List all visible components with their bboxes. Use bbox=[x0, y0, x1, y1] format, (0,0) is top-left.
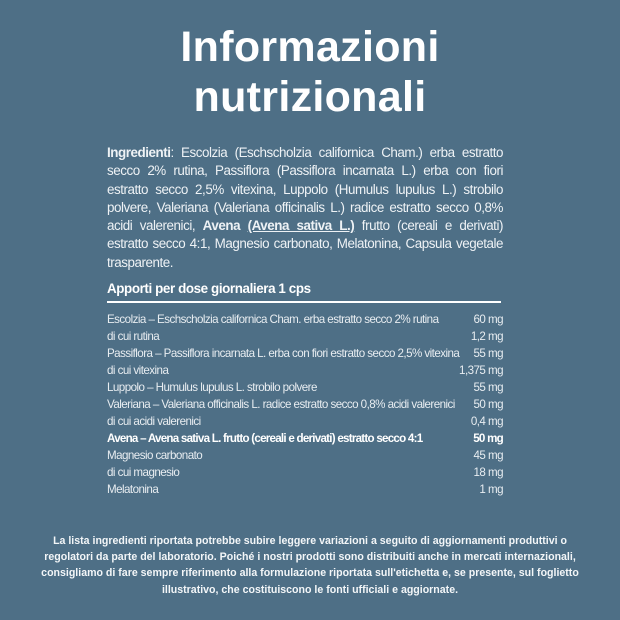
ingredients-avena-latin: (Avena sativa L.) bbox=[247, 218, 355, 234]
table-row: Avena – Avena sativa L. frutto (cereali … bbox=[107, 430, 504, 447]
row-ingredient: Passiflora – Passiflora incarnata L. erb… bbox=[107, 347, 460, 361]
apporti-heading: Apporti per dose giornaliera 1 cps bbox=[107, 281, 311, 297]
table-row: Valeriana – Valeriana officinalis L. rad… bbox=[107, 396, 504, 413]
row-amount: 55 mg bbox=[473, 381, 504, 395]
table-row: di cui vitexina 1,375 mg bbox=[107, 362, 504, 379]
ingredients-avena: Avena bbox=[202, 218, 241, 234]
nutrition-table: Escolzia – Eschscholzia californica Cham… bbox=[107, 311, 504, 498]
table-divider bbox=[107, 301, 501, 304]
page-title: Informazioni nutrizionali bbox=[0, 22, 620, 122]
title-line-1: Informazioni bbox=[180, 23, 440, 71]
table-row: Magnesio carbonato 45 mg bbox=[107, 447, 504, 464]
row-ingredient: Luppolo – Humulus lupulus L. strobilo po… bbox=[107, 381, 317, 395]
row-amount: 60 mg bbox=[473, 313, 504, 327]
table-row: di cui acidi valerenici 0,4 mg bbox=[107, 413, 504, 430]
content-section: Ingredienti: Escolzia (Eschscholzia cali… bbox=[107, 144, 504, 498]
row-ingredient: Magnesio carbonato bbox=[107, 449, 203, 463]
row-amount: 50 mg bbox=[473, 432, 504, 446]
row-ingredient: Valeriana – Valeriana officinalis L. rad… bbox=[107, 398, 455, 412]
row-amount: 0,4 mg bbox=[470, 415, 504, 429]
row-ingredient: Escolzia – Eschscholzia californica Cham… bbox=[107, 313, 439, 327]
table-row: di cui magnesio 18 mg bbox=[107, 464, 504, 481]
ingredients-paragraph: Ingredienti: Escolzia (Eschscholzia cali… bbox=[107, 144, 503, 272]
row-amount: 45 mg bbox=[473, 449, 504, 463]
row-ingredient: Avena – Avena sativa L. frutto (cereali … bbox=[107, 432, 423, 446]
row-amount: 1,2 mg bbox=[470, 330, 504, 344]
row-amount: 1,375 mg bbox=[459, 364, 504, 378]
disclaimer-text: La lista ingredienti riportata potrebbe … bbox=[41, 534, 579, 596]
row-amount: 1 mg bbox=[479, 483, 503, 497]
row-ingredient: di cui magnesio bbox=[107, 466, 180, 480]
table-row: Melatonina 1 mg bbox=[107, 481, 504, 498]
ingredients-text-1: : Escolzia (Eschscholzia californica Cha… bbox=[107, 145, 503, 234]
row-ingredient: di cui acidi valerenici bbox=[107, 415, 201, 429]
ingredients-label: Ingredienti bbox=[107, 145, 171, 160]
table-row: Passiflora – Passiflora incarnata L. erb… bbox=[107, 345, 504, 362]
title-line-2: nutrizionali bbox=[193, 73, 427, 121]
table-row: Luppolo – Humulus lupulus L. strobilo po… bbox=[107, 379, 504, 396]
row-ingredient: di cui rutina bbox=[107, 330, 160, 344]
table-row: di cui rutina 1,2 mg bbox=[107, 328, 504, 345]
row-amount: 50 mg bbox=[473, 398, 504, 412]
row-amount: 18 mg bbox=[473, 466, 504, 480]
table-row: Escolzia – Eschscholzia californica Cham… bbox=[107, 311, 504, 328]
row-ingredient: Melatonina bbox=[107, 483, 159, 497]
row-amount: 55 mg bbox=[473, 347, 504, 361]
ingredients-text-2: frutto (cereali e derivati) estratto sec… bbox=[107, 218, 503, 270]
row-ingredient: di cui vitexina bbox=[107, 364, 169, 378]
